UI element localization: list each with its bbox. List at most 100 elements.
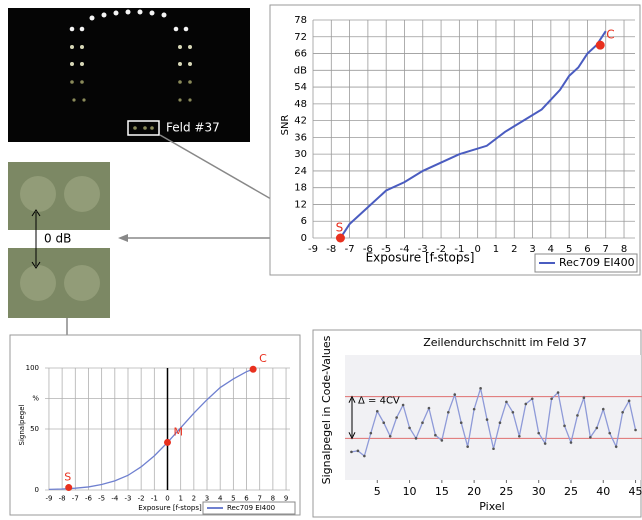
data-point <box>453 393 457 396</box>
y-axis-label: Signalpegel in Code-Values <box>320 335 333 484</box>
x-tick-label: 7 <box>257 494 261 502</box>
x-tick-label: -9 <box>45 494 52 502</box>
annotation-arrow-heads <box>348 395 356 440</box>
data-point <box>485 418 489 421</box>
x-tick-label: -3 <box>124 494 131 502</box>
data-point <box>350 450 353 454</box>
data-point <box>401 403 405 407</box>
y-axis-label: Signalpegel <box>18 404 26 445</box>
y-tick-label: 78 <box>294 15 307 26</box>
data-point <box>408 426 411 430</box>
y-tick-label: 36 <box>294 132 307 143</box>
x-tick-label: -5 <box>381 244 391 255</box>
legend-box <box>202 501 296 515</box>
marker <box>335 233 345 243</box>
x-tick-label: 8 <box>271 494 275 502</box>
x-tick-label: 0 <box>165 494 169 502</box>
y-tick-label: 0 <box>301 233 307 244</box>
x-tick-label: 7 <box>603 244 609 255</box>
data-point <box>614 445 618 448</box>
x-tick-label: -8 <box>326 244 336 255</box>
x-tick-label: 4 <box>218 494 223 502</box>
legend-label: Rec709 EI400 <box>559 256 635 269</box>
x-tick-label: 40 <box>596 485 610 498</box>
x-axis-label: Pixel <box>479 500 504 513</box>
y-tick-label: 100 <box>26 364 39 372</box>
data-point <box>388 434 392 438</box>
x-tick-label: -7 <box>72 494 79 502</box>
marker <box>65 484 73 492</box>
x-tick-label: 0 <box>474 244 480 255</box>
x-tick-label: -6 <box>363 244 373 255</box>
marker-label: C <box>606 28 614 42</box>
y-tick-label: 18 <box>294 183 307 194</box>
data-point <box>543 442 547 445</box>
x-tick-label: 3 <box>205 494 209 502</box>
data-point <box>582 396 586 400</box>
dim-dots <box>70 80 192 130</box>
y-tick-label: 72 <box>294 32 307 43</box>
y-tick-label: 66 <box>294 49 307 60</box>
field-label: Feld #37 <box>166 121 220 135</box>
mid-dots <box>70 45 192 66</box>
x-tick-label: 2 <box>192 494 196 502</box>
data-point <box>395 416 398 419</box>
data-point <box>427 406 431 410</box>
x-tick-label: 25 <box>564 485 578 498</box>
x-tick-label: 20 <box>467 485 481 498</box>
label-band <box>8 230 110 248</box>
data-point <box>518 434 521 438</box>
data-point <box>369 431 373 435</box>
annotation: Δ = 4CV <box>358 396 400 407</box>
marker <box>164 438 171 446</box>
data-point <box>434 433 437 437</box>
data-point <box>563 424 566 428</box>
x-tick-label: -9 <box>308 244 318 255</box>
data-point <box>414 437 418 440</box>
data-point <box>556 391 560 394</box>
data-point <box>498 421 502 425</box>
data-point <box>356 449 360 453</box>
series-line <box>339 30 607 239</box>
x-tick-label: 3 <box>529 244 535 255</box>
y-tick-label: 54 <box>294 82 307 93</box>
data-point <box>621 410 624 414</box>
x-tick-label: 6 <box>244 494 249 502</box>
marker-label: M <box>174 425 184 438</box>
data-point <box>440 439 444 442</box>
x-tick-label: -4 <box>399 244 409 255</box>
x-tick-label: -7 <box>345 244 355 255</box>
data-point <box>537 431 540 435</box>
x-tick-label: 2 <box>511 244 517 255</box>
marker <box>249 365 257 373</box>
marker-label: C <box>259 352 267 365</box>
data-point <box>524 402 528 406</box>
marker-label: S <box>336 221 344 235</box>
photo <box>8 8 250 142</box>
x-tick-label: 8 <box>621 244 627 255</box>
x-tick-label: 9 <box>284 494 288 502</box>
marker <box>595 40 605 50</box>
x-tick-label: 30 <box>532 485 546 498</box>
data-point <box>472 407 476 411</box>
y-axis-label: SNR <box>280 115 291 136</box>
data-point <box>530 397 534 401</box>
data-point <box>505 400 508 404</box>
plot-background <box>345 355 641 480</box>
series-line <box>48 368 254 491</box>
chart-title: Zeilendurchschnitt im Feld 37 <box>423 336 587 349</box>
y-tick-label: 30 <box>294 149 307 160</box>
x-tick-label: 25 <box>499 485 513 498</box>
data-point <box>421 421 424 425</box>
x-tick-label: 15 <box>435 485 449 498</box>
data-point <box>595 426 599 430</box>
x-axis-label: Exposure [f-stops] <box>138 504 202 512</box>
y-tick-label: % <box>32 395 39 403</box>
x-tick-label: -2 <box>138 494 145 502</box>
chart-frame <box>269 4 641 276</box>
y-tick-label: 24 <box>294 166 307 177</box>
data-point <box>375 409 379 413</box>
x-tick-label: 10 <box>403 485 417 498</box>
data-point <box>492 447 495 451</box>
